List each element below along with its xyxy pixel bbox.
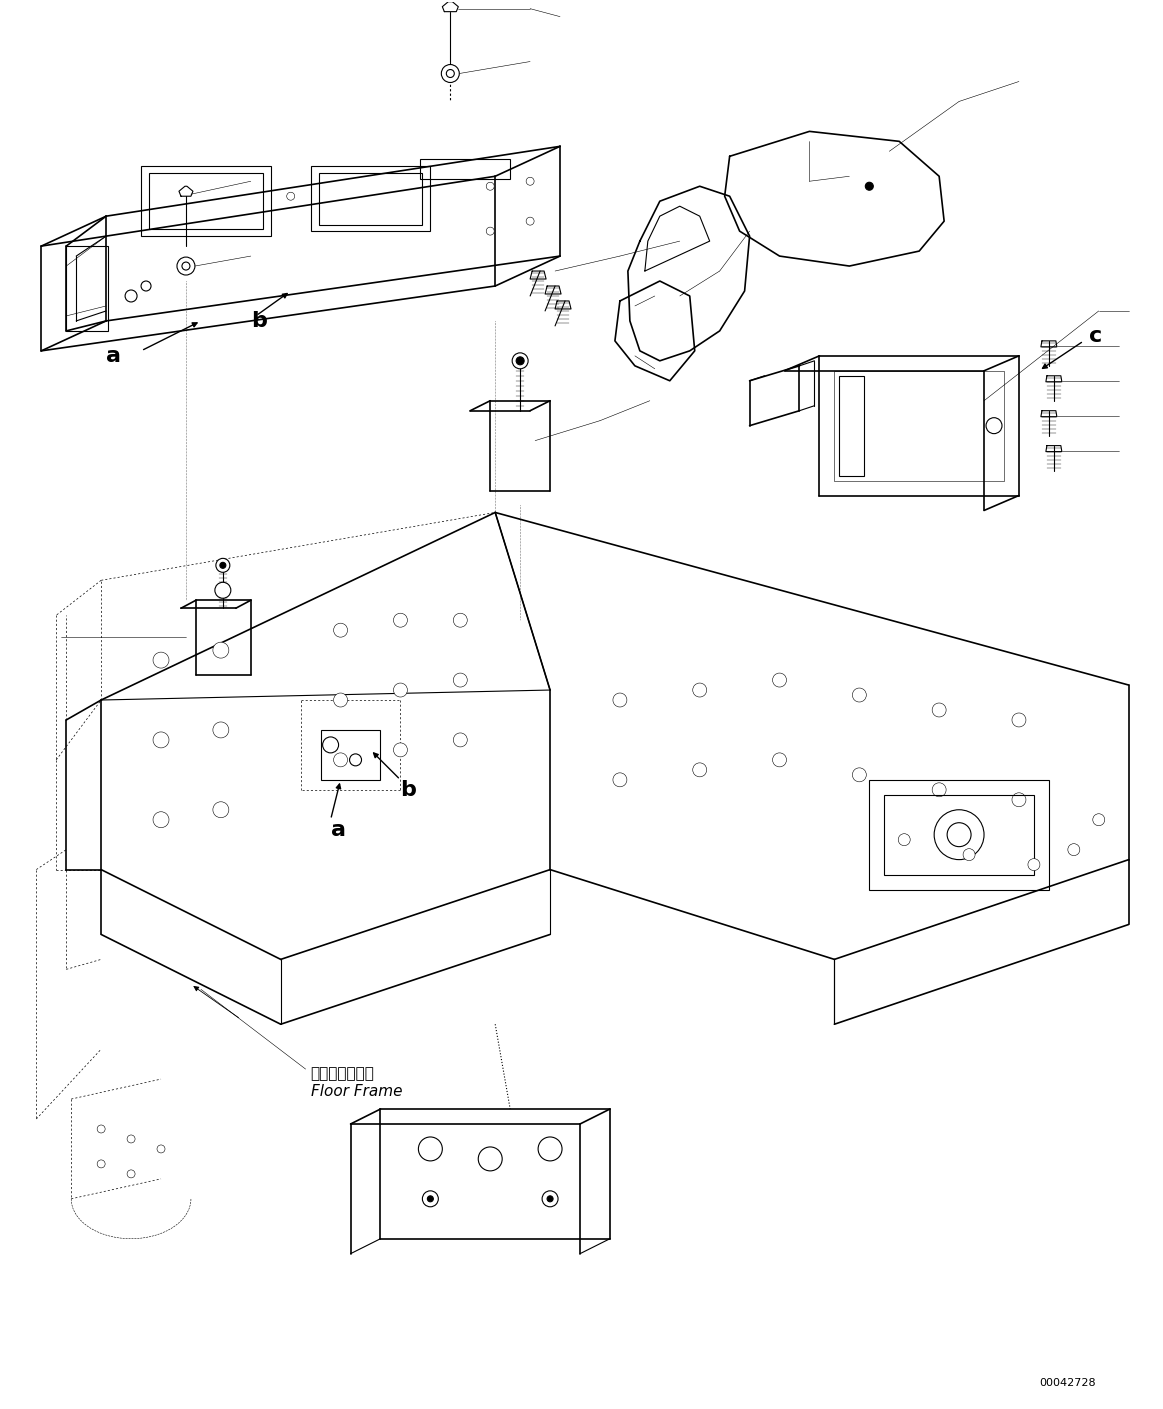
Circle shape xyxy=(427,1196,434,1202)
Text: b: b xyxy=(400,779,416,800)
Circle shape xyxy=(486,182,494,190)
Circle shape xyxy=(154,652,169,668)
Circle shape xyxy=(127,1169,135,1178)
Circle shape xyxy=(1093,814,1105,826)
Circle shape xyxy=(154,812,169,827)
Circle shape xyxy=(422,1191,438,1206)
Circle shape xyxy=(127,1136,135,1143)
Bar xyxy=(66,247,108,331)
Circle shape xyxy=(933,783,947,796)
Circle shape xyxy=(963,848,975,861)
Circle shape xyxy=(526,178,534,185)
Circle shape xyxy=(986,417,1003,434)
Circle shape xyxy=(934,810,984,859)
Text: a: a xyxy=(330,820,345,840)
Circle shape xyxy=(334,623,348,637)
Circle shape xyxy=(526,217,534,225)
Circle shape xyxy=(516,356,525,365)
Circle shape xyxy=(547,1196,554,1202)
Circle shape xyxy=(613,772,627,786)
Circle shape xyxy=(154,731,169,748)
Bar xyxy=(141,166,271,237)
Circle shape xyxy=(947,823,971,847)
Circle shape xyxy=(447,69,455,77)
Circle shape xyxy=(334,752,348,766)
Circle shape xyxy=(852,688,866,702)
Circle shape xyxy=(898,834,911,845)
Circle shape xyxy=(441,65,459,83)
Circle shape xyxy=(141,280,151,292)
Circle shape xyxy=(693,683,707,697)
Circle shape xyxy=(393,683,407,697)
Circle shape xyxy=(177,256,195,275)
Text: a: a xyxy=(106,345,121,366)
Circle shape xyxy=(393,743,407,757)
Circle shape xyxy=(865,182,873,190)
Text: フロアフレーム: フロアフレーム xyxy=(311,1067,374,1082)
Bar xyxy=(149,173,263,230)
Circle shape xyxy=(213,643,229,658)
Circle shape xyxy=(1068,844,1079,855)
Text: c: c xyxy=(1089,325,1103,345)
Text: Floor Frame: Floor Frame xyxy=(311,1084,402,1099)
Circle shape xyxy=(287,192,294,200)
Text: b: b xyxy=(251,311,266,331)
Bar xyxy=(420,159,511,179)
Circle shape xyxy=(98,1124,105,1133)
Text: 00042728: 00042728 xyxy=(1039,1378,1096,1388)
Circle shape xyxy=(350,754,362,766)
Circle shape xyxy=(478,1147,502,1171)
Bar xyxy=(840,376,864,476)
Circle shape xyxy=(538,1137,562,1161)
Circle shape xyxy=(157,1146,165,1153)
Circle shape xyxy=(215,582,230,599)
Circle shape xyxy=(486,227,494,235)
Bar xyxy=(319,173,422,225)
Circle shape xyxy=(181,262,190,271)
Circle shape xyxy=(454,613,468,627)
Circle shape xyxy=(393,613,407,627)
Circle shape xyxy=(126,290,137,302)
Circle shape xyxy=(213,802,229,817)
Circle shape xyxy=(512,352,528,369)
Circle shape xyxy=(220,562,226,568)
Circle shape xyxy=(613,693,627,707)
Bar xyxy=(884,795,1034,875)
Bar xyxy=(311,166,430,231)
Circle shape xyxy=(454,733,468,747)
Circle shape xyxy=(1012,713,1026,727)
Circle shape xyxy=(772,752,786,766)
Circle shape xyxy=(693,762,707,776)
Circle shape xyxy=(852,768,866,782)
Circle shape xyxy=(334,693,348,707)
Circle shape xyxy=(213,721,229,738)
Circle shape xyxy=(1028,858,1040,871)
Bar xyxy=(834,371,1004,480)
Bar xyxy=(321,730,380,779)
Circle shape xyxy=(542,1191,558,1206)
Circle shape xyxy=(322,737,338,752)
Bar xyxy=(869,779,1049,889)
Circle shape xyxy=(1012,793,1026,807)
Circle shape xyxy=(772,674,786,688)
Circle shape xyxy=(98,1160,105,1168)
Circle shape xyxy=(933,703,947,717)
Circle shape xyxy=(454,674,468,688)
Circle shape xyxy=(419,1137,442,1161)
Circle shape xyxy=(216,558,230,572)
